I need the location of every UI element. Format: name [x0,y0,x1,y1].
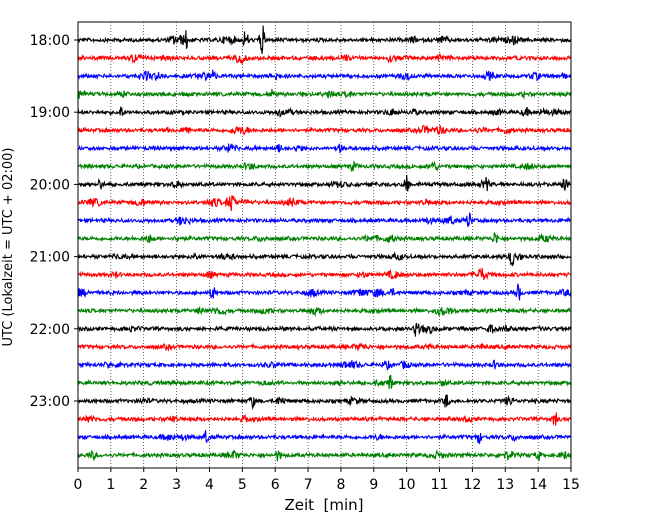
trace-line [77,106,572,118]
trace-line [77,25,572,54]
x-tick-label: 2 [139,477,148,493]
y-axis: 18:00 19:00 20:00 21:00 22:00 23:00 [30,33,78,410]
trace-line [77,174,572,192]
trace-line [77,160,572,173]
y-tick-label: 18:00 [30,33,70,49]
y-tick-label: 23:00 [30,394,70,410]
trace-line [77,251,572,267]
x-axis: 0 1 2 3 4 5 6 7 8 9 10 11 12 13 14 15 [74,468,580,493]
y-tick-label: 19:00 [30,105,70,121]
trace-line [77,305,572,318]
trace-line [77,53,572,65]
trace-group [77,25,572,462]
trace-line [77,430,572,444]
trace-line [77,282,572,301]
trace-line [77,212,572,227]
trace-line [77,267,572,281]
trace-line [77,322,572,337]
x-tick-label: 0 [74,477,83,493]
x-tick-label: 15 [562,477,580,493]
trace-line [77,143,572,154]
trace-line [77,412,572,426]
x-tick-label: 12 [463,477,481,493]
trace-line [77,342,572,352]
x-tick-label: 7 [304,477,313,493]
x-tick-label: 11 [431,477,449,493]
x-tick-label: 4 [205,477,214,493]
trace-line [77,195,572,212]
trace-line [77,88,572,100]
trace-line [77,124,572,136]
x-tick-label: 1 [106,477,115,493]
trace-line [77,449,572,462]
y-axis-label: UTC (Lokalzeit = UTC + 02:00) [1,148,16,347]
y-tick-label: 21:00 [30,250,70,266]
x-axis-label: Zeit [min] [284,496,363,514]
plot-frame [77,21,572,469]
y-tick-label: 20:00 [30,177,70,193]
x-tick-label: 10 [398,477,416,493]
trace-line [77,394,572,410]
x-tick-label: 8 [336,477,345,493]
x-tick-label: 3 [172,477,181,493]
x-tick-label: 13 [496,477,514,493]
grid-lines [110,22,539,468]
trace-line [77,359,572,371]
x-tick-label: 14 [529,477,547,493]
x-tick-label: 6 [271,477,280,493]
x-tick-label: 9 [369,477,378,493]
trace-line [77,374,572,390]
trace-line [77,69,572,82]
x-tick-label: 5 [238,477,247,493]
trace-line [77,232,572,244]
y-tick-label: 22:00 [30,322,70,338]
